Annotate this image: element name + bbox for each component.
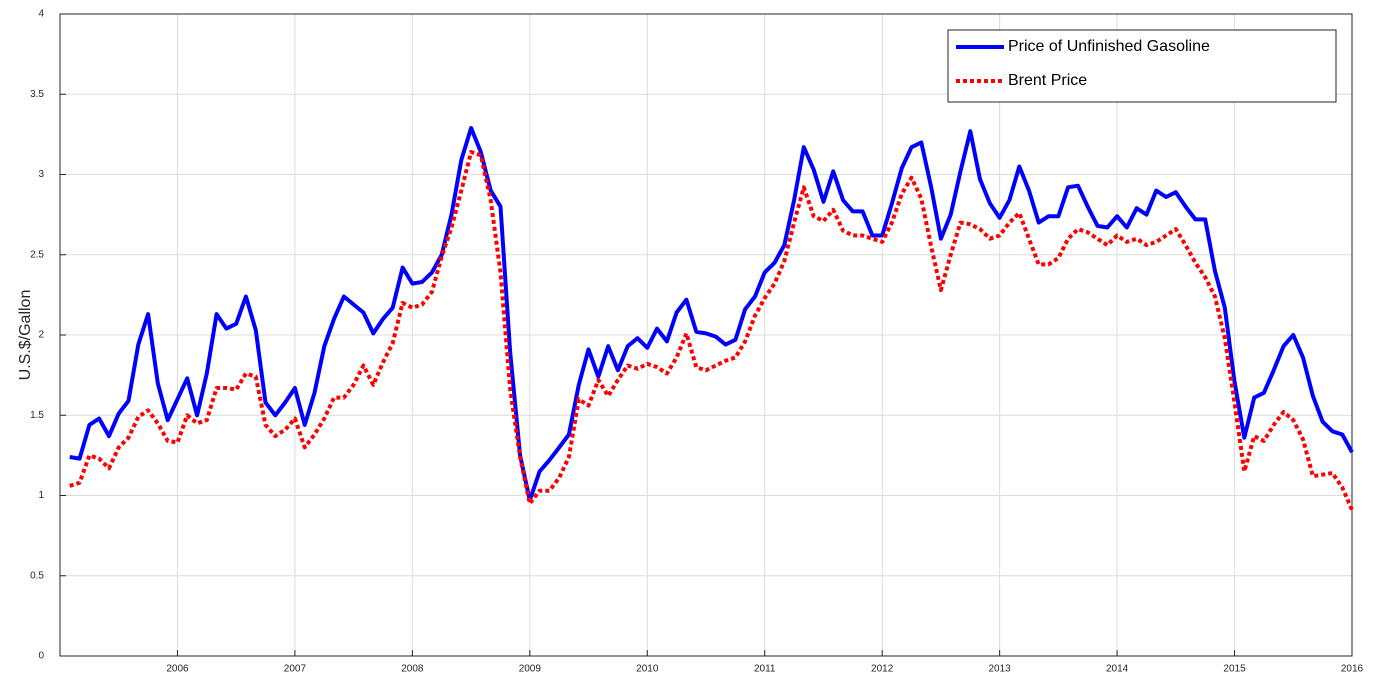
data-line [69, 126, 1354, 503]
legend-box [947, 29, 1337, 103]
x-tick-label: 2016 [1341, 664, 1364, 675]
x-tick-label: 2011 [754, 664, 776, 675]
y-tick-label: 3.5 [30, 89, 44, 100]
y-tick-label: 4 [38, 9, 44, 20]
y-tick-label: 0 [38, 651, 44, 662]
y-tick-label: 2 [38, 330, 44, 341]
x-tick-label: 2010 [636, 664, 659, 675]
y-tick-label: 3 [38, 169, 44, 180]
y-tick-label: 2.5 [30, 249, 44, 260]
y-axis-label: U.S.$/Gallon [17, 290, 34, 381]
x-tick-label: 2006 [166, 664, 189, 675]
x-tick-label: 2015 [1223, 664, 1246, 675]
x-tick-label: 2008 [401, 664, 424, 675]
x-tick-label: 2014 [1106, 664, 1129, 675]
legend-label: Price of Unfinished Gasoline [1008, 38, 1210, 55]
y-tick-label: 0.5 [30, 570, 44, 581]
legend-label: Brent Price [1008, 72, 1087, 89]
y-tick-label: 1.5 [30, 410, 44, 421]
x-tick-label: 2009 [519, 664, 542, 675]
y-tick-label: 1 [38, 490, 44, 501]
x-tick-label: 2013 [989, 664, 1012, 675]
plot-frame [59, 13, 1353, 657]
x-tick-label: 2007 [284, 664, 307, 675]
x-tick-label: 2012 [871, 664, 894, 675]
